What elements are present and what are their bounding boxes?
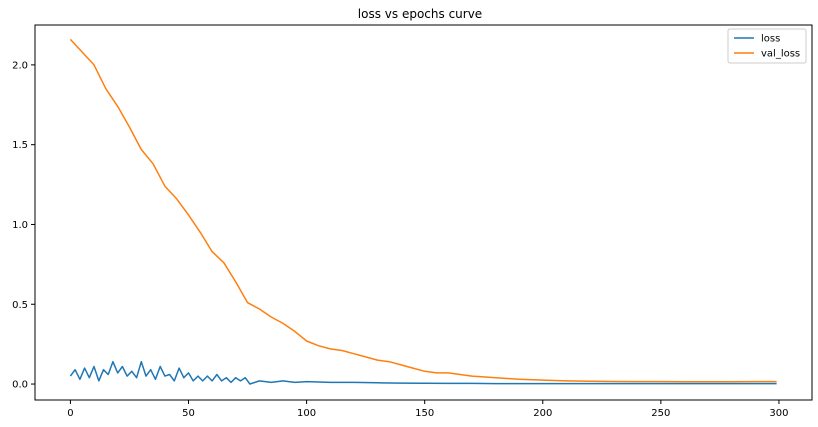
series-line-val-loss [69,38,777,383]
y-tick-label: 1.0 [12,220,28,231]
x-tick-label: 250 [651,408,670,419]
x-axis: 0 50 100 150 200 250 300 [67,400,788,419]
series-lines [69,38,777,385]
chart-title: loss vs epochs curve [358,7,482,21]
legend-label: val_loss [761,49,800,60]
y-axis: 0.0 0.5 1.0 1.5 2.0 [12,60,35,391]
y-tick-label: 2.0 [12,60,28,71]
x-tick-label: 300 [769,408,788,419]
legend-label: loss [761,34,780,45]
legend: loss val_loss [727,28,807,64]
x-tick-label: 0 [67,408,73,419]
x-tick-label: 50 [182,408,195,419]
x-tick-label: 100 [297,408,316,419]
series-line-loss [69,360,777,385]
x-tick-label: 200 [533,408,552,419]
x-tick-label: 150 [415,408,434,419]
y-tick-label: 0.0 [12,380,28,391]
y-tick-label: 0.5 [12,300,28,311]
plot-area [34,24,813,401]
y-tick-label: 1.5 [12,140,28,151]
